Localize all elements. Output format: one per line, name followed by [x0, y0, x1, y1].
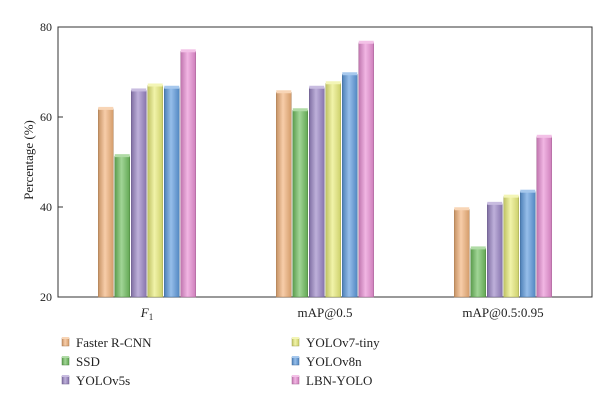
legend-swatch	[61, 356, 70, 366]
bar-lbn-yolo-0	[180, 51, 196, 298]
bar-cap	[276, 90, 292, 94]
bar-yolov7-tiny-0	[147, 85, 163, 298]
bar-yolov8n-2	[520, 191, 536, 298]
legend-swatch	[61, 337, 70, 347]
legend-item: YOLOv5s	[61, 373, 130, 388]
bar-cap	[309, 85, 325, 89]
bar-cap	[147, 83, 163, 87]
y-tick-label: 80	[40, 20, 52, 34]
bar-faster-r-cnn-1	[276, 92, 292, 298]
bar-cap	[454, 207, 470, 211]
bar-cap	[358, 40, 374, 44]
bar-cap	[114, 154, 130, 158]
legend-item: YOLOv8n	[291, 354, 362, 369]
plot-frame	[57, 26, 593, 298]
y-tick-label: 40	[40, 200, 52, 214]
legend-label: YOLOv5s	[76, 373, 130, 388]
legend-label: SSD	[76, 354, 100, 369]
legend-swatch	[291, 337, 300, 347]
legend-item: LBN-YOLO	[291, 373, 372, 388]
legend-label: YOLOv8n	[306, 354, 362, 369]
legend-swatch-cap	[62, 356, 69, 358]
bar-yolov8n-0	[164, 87, 180, 298]
bar-cap	[164, 85, 180, 89]
x-category-label: mAP@0.5:0.95	[462, 305, 543, 320]
legend-label: LBN-YOLO	[306, 373, 372, 388]
bar-cap	[470, 246, 486, 250]
bar-faster-r-cnn-2	[454, 209, 470, 298]
legend-swatch	[61, 375, 70, 385]
legend-swatch-cap	[292, 356, 299, 358]
legend-item: SSD	[61, 354, 100, 369]
bar-cap	[131, 88, 147, 92]
bar-ssd-0	[114, 155, 130, 298]
bar-cap	[292, 108, 308, 112]
legend-swatch	[291, 356, 300, 366]
bar-cap	[342, 72, 358, 76]
bar-cap	[520, 189, 536, 193]
legend-swatch-cap	[62, 337, 69, 339]
legend-item: YOLOv7-tiny	[291, 335, 380, 350]
bar-yolov7-tiny-1	[325, 83, 341, 298]
legend-label: YOLOv7-tiny	[306, 335, 380, 350]
legend-swatch	[291, 375, 300, 385]
bar-ssd-2	[470, 248, 486, 298]
bar-cap	[503, 194, 519, 198]
bar-cap	[325, 81, 341, 85]
bar-lbn-yolo-2	[536, 136, 552, 298]
bar-cap	[536, 134, 552, 138]
bar-yolov8n-1	[342, 74, 358, 298]
bar-ssd-1	[292, 110, 308, 298]
x-category-label: F1	[140, 305, 153, 322]
bar-cap	[180, 49, 196, 53]
legend-item: Faster R-CNN	[61, 335, 152, 350]
y-axis-title: Percentage (%)	[21, 120, 36, 200]
bar-yolov5s-2	[487, 203, 503, 298]
y-tick-label: 20	[40, 290, 52, 304]
y-tick-label: 60	[40, 110, 52, 124]
bar-faster-r-cnn-0	[98, 108, 114, 298]
bar-lbn-yolo-1	[358, 42, 374, 298]
bar-yolov5s-1	[309, 87, 325, 298]
legend-swatch-cap	[62, 375, 69, 377]
legend-swatch-cap	[292, 375, 299, 377]
legend-swatch-cap	[292, 337, 299, 339]
x-category-label: mAP@0.5	[298, 305, 353, 320]
bar-cap	[487, 201, 503, 205]
bar-yolov7-tiny-2	[503, 196, 519, 298]
legend-label: Faster R-CNN	[76, 335, 152, 350]
bar-yolov5s-0	[131, 90, 147, 298]
bar-cap	[98, 106, 114, 110]
